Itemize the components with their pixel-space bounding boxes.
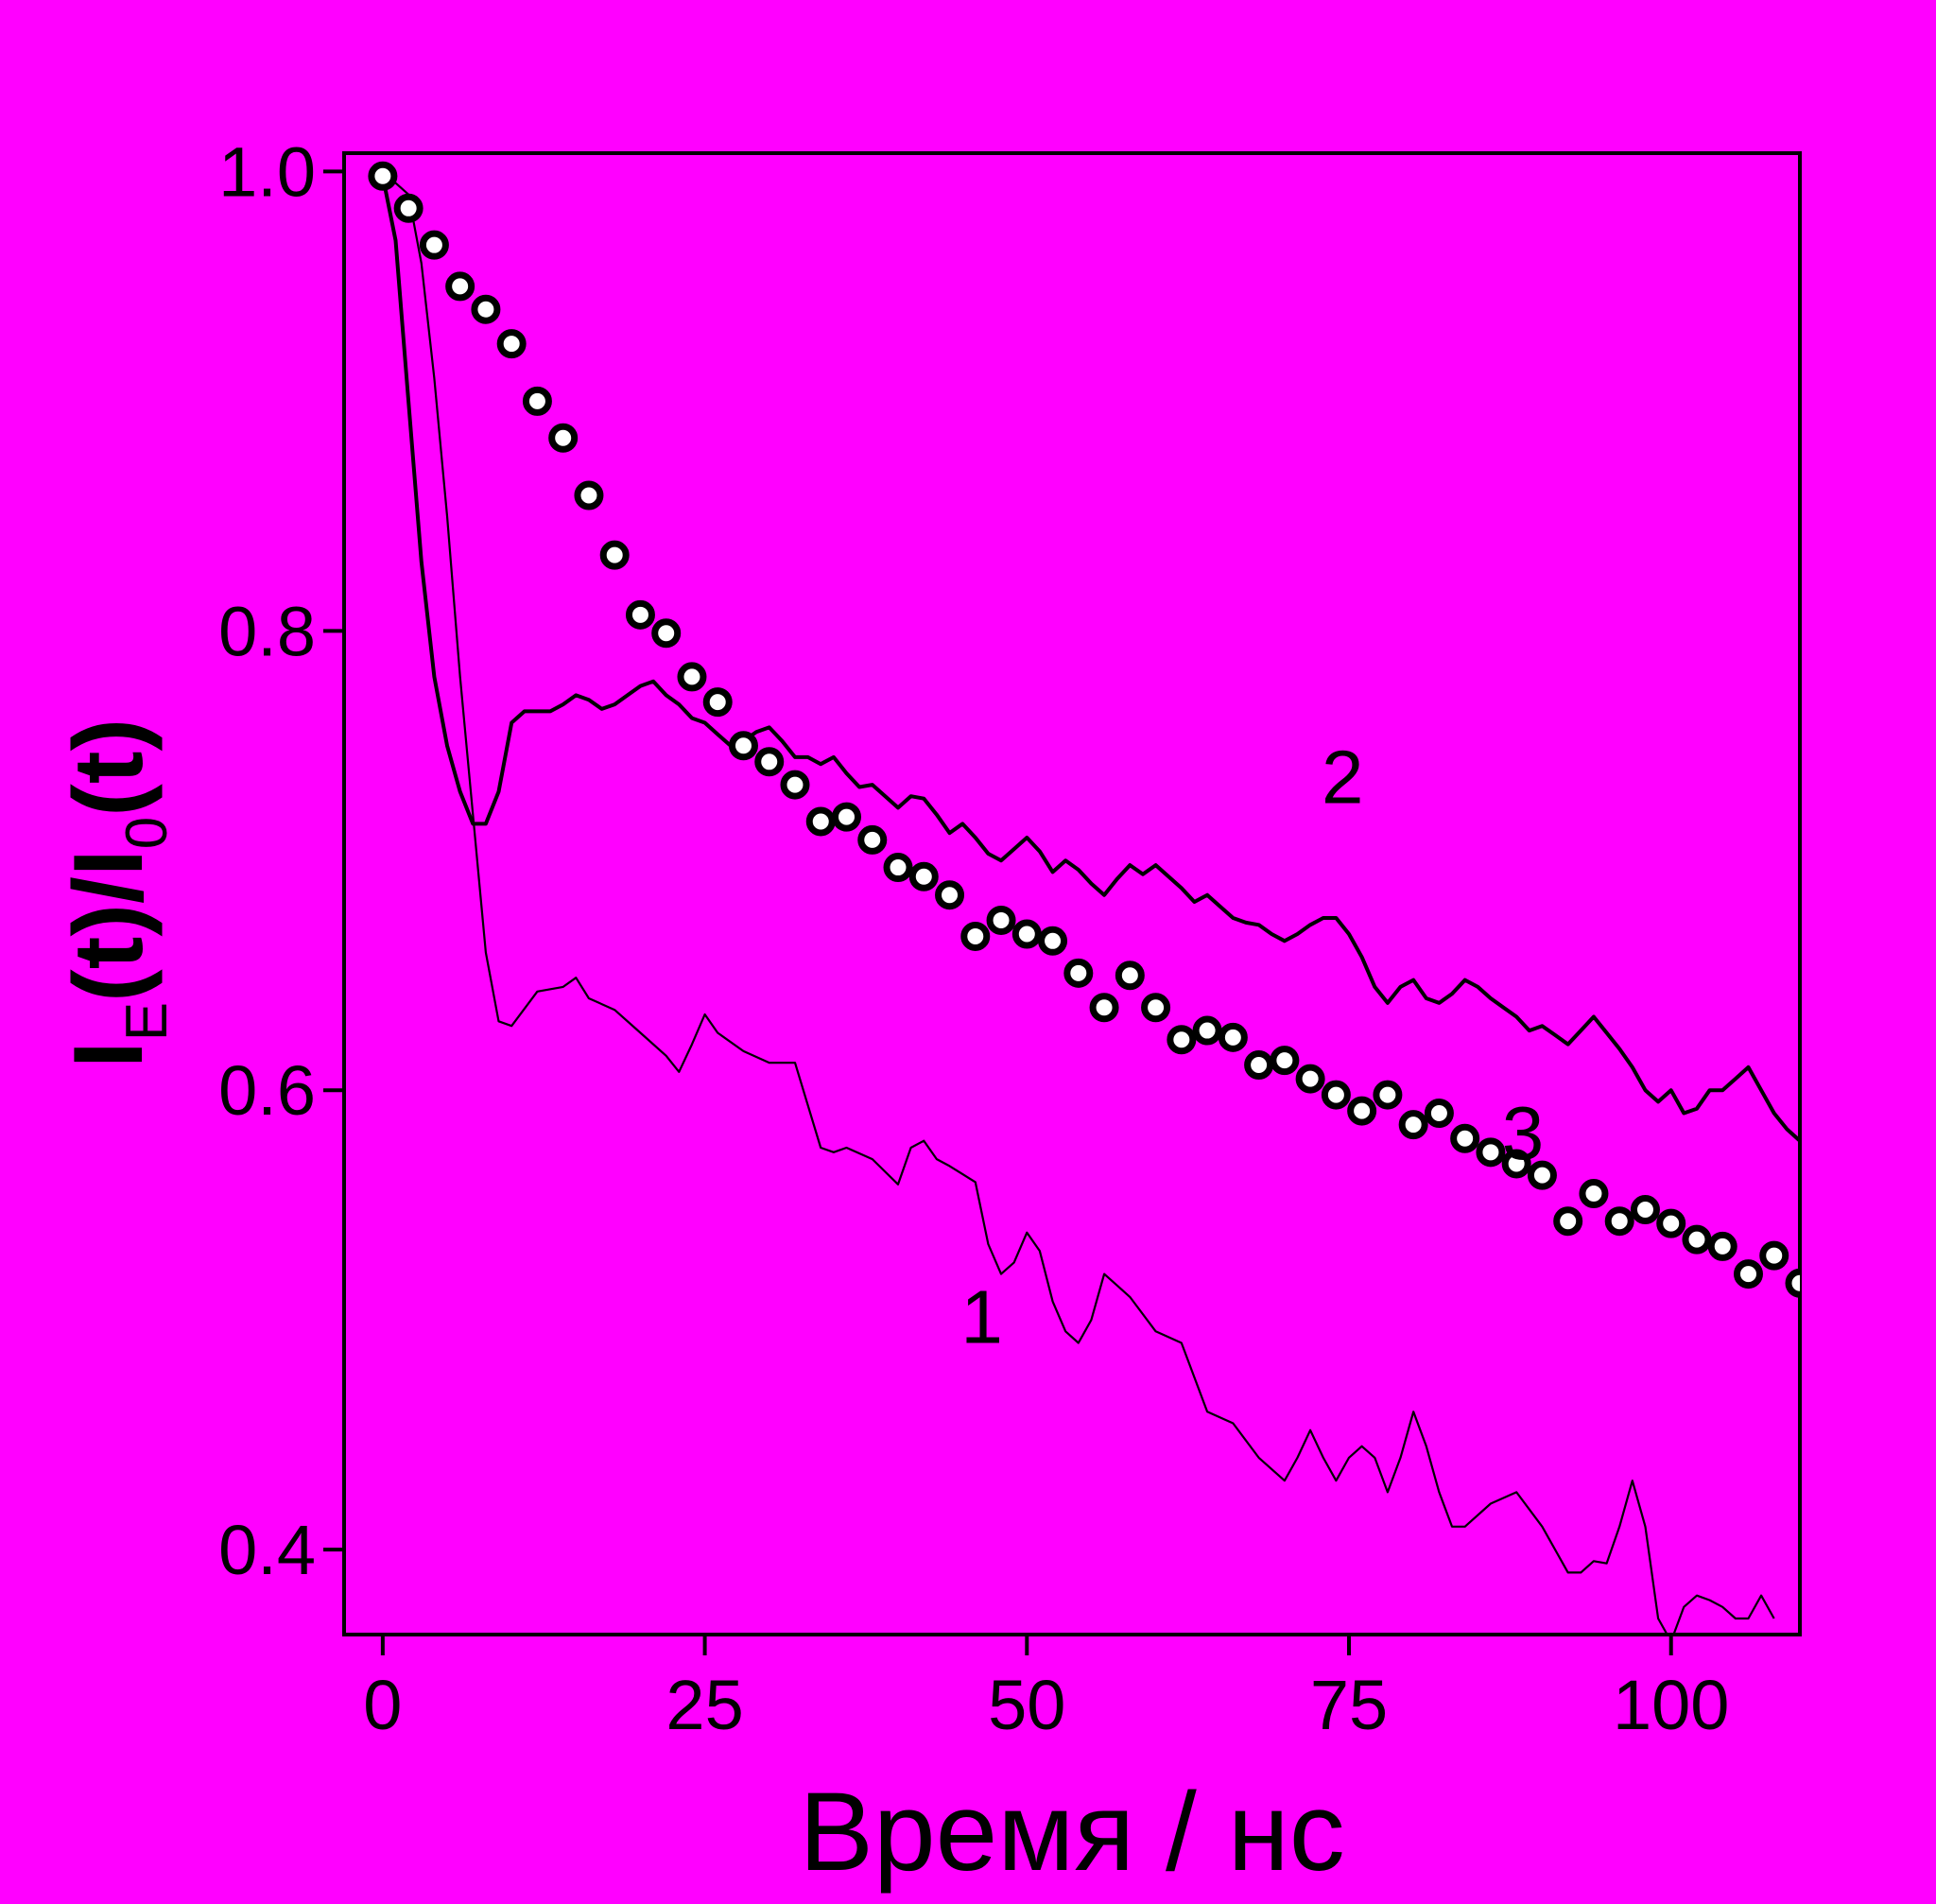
y-axis-title-main: I <box>54 1041 164 1068</box>
series-3-point <box>1733 1259 1763 1290</box>
series-3-point <box>574 480 604 511</box>
series-3-point <box>754 747 785 777</box>
series-3-point <box>1347 1096 1377 1126</box>
series-3-point <box>728 731 758 761</box>
series-3-point <box>1398 1110 1428 1140</box>
series-3-point <box>1501 1149 1531 1179</box>
series-3-point <box>368 161 398 191</box>
x-axis-ticks: 0 25 50 75 100 <box>363 1635 1729 1744</box>
series-3-point <box>1115 961 1145 991</box>
series-3-point <box>393 193 424 223</box>
series-3-point <box>935 880 965 910</box>
series-layer <box>368 161 1800 1635</box>
series-3-point <box>471 294 501 324</box>
x-axis-title: Время / нс <box>799 1770 1345 1895</box>
series-3-point <box>677 662 707 692</box>
series-3-point <box>445 271 475 302</box>
series-3-point <box>625 599 655 630</box>
series-3-point <box>1192 1015 1222 1046</box>
y-axis-title-sub2: 0 <box>114 817 180 849</box>
series-3-point <box>1270 1046 1300 1076</box>
series-3-point <box>1759 1240 1789 1271</box>
series-3-point <box>702 687 733 718</box>
y-tick-label: 0.6 <box>218 1051 316 1130</box>
series-3-point <box>960 921 991 951</box>
series-3-point <box>1011 919 1042 949</box>
series-3-point <box>1553 1206 1583 1237</box>
y-tick-label: 0.4 <box>218 1511 316 1589</box>
series-3-point <box>1579 1179 1609 1209</box>
y-axis-title-mid: (t)/I <box>54 849 164 1002</box>
series-2-line <box>380 175 1800 1143</box>
x-tick-label: 0 <box>363 1666 402 1744</box>
y-tick-label: 0.8 <box>218 592 316 670</box>
y-tick-label: 1.0 <box>218 132 316 211</box>
x-tick-label: 25 <box>666 1666 743 1744</box>
y-axis-title-end: (t) <box>54 718 164 817</box>
plot-area-frame <box>342 151 1802 1636</box>
series-3-point <box>1167 1025 1197 1055</box>
x-tick-label: 50 <box>988 1666 1065 1744</box>
series-3-point <box>1295 1064 1325 1094</box>
series-3-point <box>805 806 836 837</box>
series-3-point <box>1141 993 1171 1023</box>
series-3-point <box>1321 1080 1351 1110</box>
series-3-point <box>1089 993 1119 1023</box>
series-3-point <box>780 770 810 800</box>
y-axis-title-sub1: E <box>114 1002 180 1041</box>
series-3-point <box>986 905 1016 935</box>
series-3-point <box>1604 1206 1634 1237</box>
series-3-point <box>548 423 579 453</box>
curve-annotations: 1 2 3 <box>960 736 1544 1359</box>
curve-label-2: 2 <box>1322 736 1364 820</box>
curve-label-1: 1 <box>960 1274 1003 1359</box>
series-3-point <box>1424 1099 1454 1129</box>
series-3-point <box>1063 958 1094 988</box>
curve-label-3: 3 <box>1502 1091 1545 1175</box>
series-3-point <box>1630 1195 1660 1225</box>
x-tick-label: 75 <box>1310 1666 1388 1744</box>
series-3-point <box>883 853 913 883</box>
series-3-point <box>1527 1160 1557 1190</box>
series-3-point <box>1218 1022 1248 1052</box>
series-3-point <box>857 824 888 855</box>
series-1-line <box>382 175 1775 1635</box>
series-3-point <box>1707 1231 1737 1261</box>
series-3-point <box>832 802 862 832</box>
series-3-point <box>1682 1224 1712 1255</box>
series-3-markers <box>368 161 1800 1298</box>
series-3-point <box>599 540 630 570</box>
y-axis-ticks: 0.4 0.6 0.8 1.0 <box>218 132 344 1589</box>
series-3-point <box>1785 1268 1800 1298</box>
series-3-point <box>1656 1208 1686 1238</box>
y-axis-title: IE(t)/I0(t) <box>54 718 180 1068</box>
series-3-point <box>651 618 682 649</box>
series-3-point <box>1373 1080 1403 1110</box>
series-3-point <box>496 329 527 359</box>
series-3-point <box>522 386 552 416</box>
series-3-point <box>1450 1123 1480 1153</box>
series-3-point <box>908 861 939 891</box>
series-3-point <box>1038 926 1068 956</box>
series-3-point <box>1476 1137 1506 1168</box>
series-3-point <box>1244 1049 1274 1080</box>
x-tick-label: 100 <box>1613 1666 1729 1744</box>
series-3-point <box>419 230 449 260</box>
